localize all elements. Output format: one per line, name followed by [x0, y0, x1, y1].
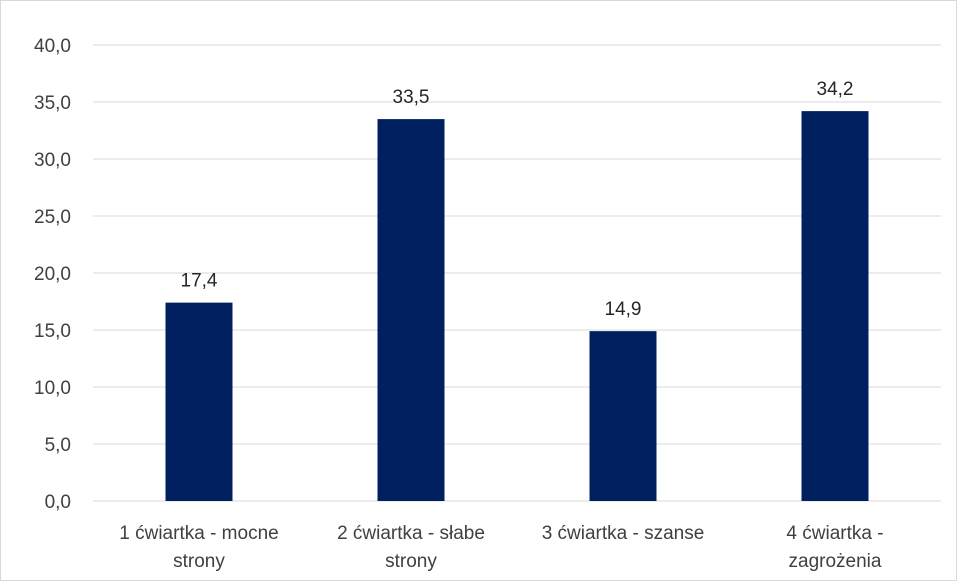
category-label: zagrożenia [789, 551, 882, 572]
bar [589, 331, 657, 501]
data-labels: 17,4 33,5 14,9 34,2 [181, 79, 854, 320]
y-tick-label: 20,0 [34, 264, 71, 285]
bar [165, 302, 233, 501]
data-label: 33,5 [393, 87, 430, 108]
y-tick-label: 35,0 [34, 93, 71, 114]
x-axis-category-labels: 1 ćwiartka - mocne strony 2 ćwiartka - sła… [119, 523, 883, 572]
y-tick-label: 10,0 [34, 378, 71, 399]
category-label: 1 ćwiartka - mocne [119, 523, 278, 544]
category-label: strony [385, 551, 437, 572]
category-label: 4 ćwiartka - [786, 523, 883, 544]
category-label: 3 ćwiartka - szanse [542, 523, 705, 544]
y-tick-label: 30,0 [34, 150, 71, 171]
data-label: 17,4 [181, 271, 218, 292]
bar [801, 111, 869, 502]
y-tick-label: 15,0 [34, 321, 71, 342]
y-tick-label: 40,0 [34, 36, 71, 57]
bar [377, 119, 445, 501]
y-tick-label: 5,0 [45, 435, 71, 456]
gridlines [93, 44, 941, 502]
category-label: strony [173, 551, 225, 572]
y-tick-label: 0,0 [45, 492, 71, 513]
category-label: 2 ćwiartka - słabe [337, 523, 485, 544]
bars [165, 111, 869, 502]
data-label: 14,9 [605, 299, 642, 320]
y-axis-tick-labels: 0,0 5,0 10,0 15,0 20,0 25,0 30,0 35,0 40,0 [34, 36, 71, 513]
data-label: 34,2 [817, 79, 854, 100]
y-tick-label: 25,0 [34, 207, 71, 228]
